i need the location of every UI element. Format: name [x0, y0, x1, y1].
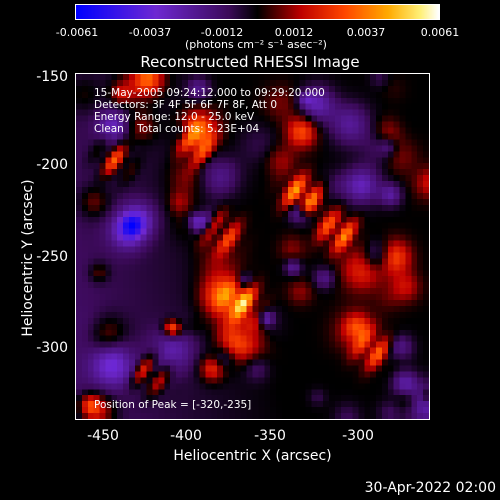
- colorbar-tick: 0.0037: [346, 26, 386, 39]
- colorbar: [75, 4, 440, 20]
- colorbar-units: (photons cm⁻² s⁻¹ asec⁻²): [185, 38, 327, 51]
- colorbar-tick: 0.0061: [420, 26, 460, 39]
- x-tick: -400: [170, 428, 202, 444]
- info-detectors: Detectors: 3F 4F 5F 6F 7F 8F, Att 0: [94, 99, 278, 111]
- info-time-range: 15-May-2005 09:24:12.000 to 09:29:20.000: [94, 87, 325, 99]
- colorbar-tick: 0.0012: [274, 26, 314, 39]
- x-axis-label: Heliocentric X (arcsec): [173, 448, 332, 464]
- info-total-counts: Clean Total counts: 5.23E+04: [94, 123, 260, 135]
- colorbar-tick: -0.0037: [128, 26, 172, 39]
- y-axis-label: Heliocentric Y (arcsec): [20, 179, 36, 337]
- info-energy-range: Energy Range: 12.0 - 25.0 keV: [94, 111, 255, 123]
- x-tick: -450: [87, 428, 119, 444]
- y-tick: -300: [36, 340, 68, 356]
- x-tick: -350: [254, 428, 286, 444]
- y-tick: -150: [36, 69, 68, 85]
- colorbar-tick: -0.0061: [55, 26, 99, 39]
- image-title: Reconstructed RHESSI Image: [140, 53, 360, 71]
- y-tick: -200: [36, 157, 68, 173]
- colorbar-tick: -0.0012: [200, 26, 244, 39]
- timestamp-footer: 30-Apr-2022 02:00: [364, 480, 496, 496]
- image-plot: 15-May-2005 09:24:12.000 to 09:29:20.000…: [75, 73, 430, 420]
- x-tick: -300: [342, 428, 374, 444]
- rhessi-image: [76, 74, 429, 419]
- y-tick: -250: [36, 249, 68, 265]
- peak-position: Position of Peak = [-320,-235]: [94, 399, 252, 411]
